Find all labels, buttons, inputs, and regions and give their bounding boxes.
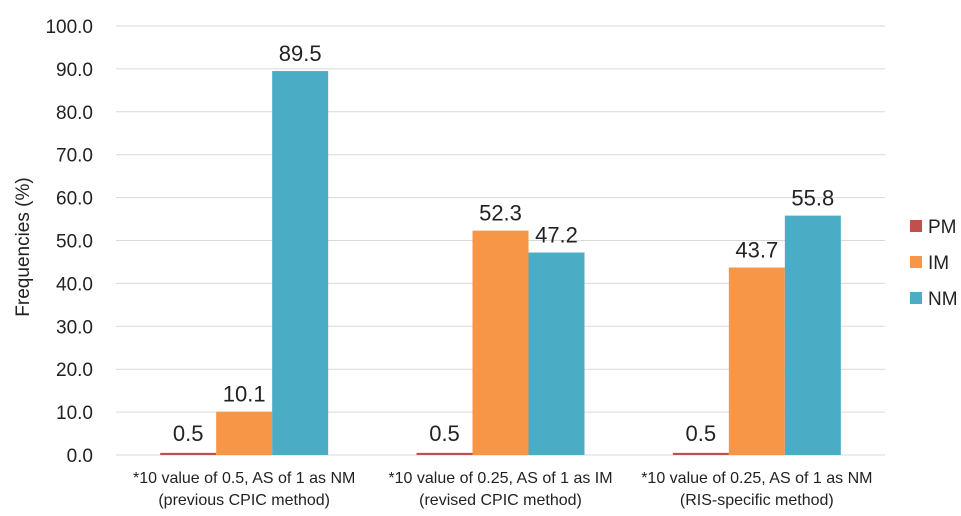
- bar-pm: [160, 452, 217, 455]
- data-label: 89.5: [279, 41, 322, 66]
- y-tick-label: 20.0: [56, 360, 93, 381]
- y-tick-label: 70.0: [56, 146, 93, 167]
- bars: [160, 71, 841, 456]
- x-category-label: (RIS-specific method): [680, 492, 834, 509]
- x-category-label: *10 value of 0.5, AS of 1 as NM: [133, 470, 355, 487]
- y-tick-label: 0.0: [67, 446, 93, 467]
- data-label: 52.3: [479, 201, 522, 226]
- x-category-label: *10 value of 0.25, AS of 1 as IM: [388, 470, 612, 487]
- data-label: 55.8: [791, 186, 834, 211]
- legend-label: NM: [928, 289, 958, 310]
- y-tick-label: 50.0: [56, 232, 93, 253]
- y-tick-label: 30.0: [56, 317, 93, 338]
- bar-im: [216, 411, 273, 455]
- data-label: 43.7: [735, 238, 778, 263]
- x-category-label: *10 value of 0.25, AS of 1 as NM: [641, 470, 872, 487]
- bar-pm: [416, 452, 473, 455]
- y-tick-label: 90.0: [56, 60, 93, 81]
- bar-nm: [272, 71, 329, 456]
- x-axis-categories: *10 value of 0.5, AS of 1 as NM (previous…: [133, 470, 872, 509]
- legend-swatch-im: [910, 256, 922, 268]
- legend-label: IM: [928, 253, 949, 274]
- bar-im: [472, 230, 529, 455]
- x-category-label: (revised CPIC method): [419, 492, 582, 509]
- data-label: 0.5: [173, 421, 204, 446]
- bar-nm: [784, 215, 841, 455]
- bar-nm: [528, 252, 585, 455]
- data-label: 0.5: [429, 421, 460, 446]
- bar-pm: [672, 452, 729, 455]
- data-label: 47.2: [535, 223, 578, 248]
- legend-label: PM: [928, 217, 957, 238]
- y-axis-ticks: 0.0 10.0 20.0 30.0 40.0 50.0 60.0 70.0 80.0 90.0 1…: [45, 17, 93, 467]
- legend-swatch-pm: [910, 220, 922, 232]
- y-tick-label: 80.0: [56, 103, 93, 124]
- data-labels: 0.5 10.1 89.5 0.5 52.3 47.2 0.5 43.7 55.8: [173, 41, 834, 446]
- y-tick-label: 10.0: [56, 403, 93, 424]
- data-label: 0.5: [686, 421, 717, 446]
- y-tick-label: 100.0: [45, 17, 93, 38]
- y-tick-label: 40.0: [56, 274, 93, 295]
- data-label: 10.1: [223, 382, 266, 407]
- x-category-label: (previous CPIC method): [158, 492, 330, 509]
- legend-swatch-nm: [910, 292, 922, 304]
- bar-im: [728, 267, 785, 455]
- y-axis-title: Frequencies (%): [13, 177, 34, 316]
- legend: PM IM NM: [910, 217, 958, 310]
- y-tick-label: 60.0: [56, 189, 93, 210]
